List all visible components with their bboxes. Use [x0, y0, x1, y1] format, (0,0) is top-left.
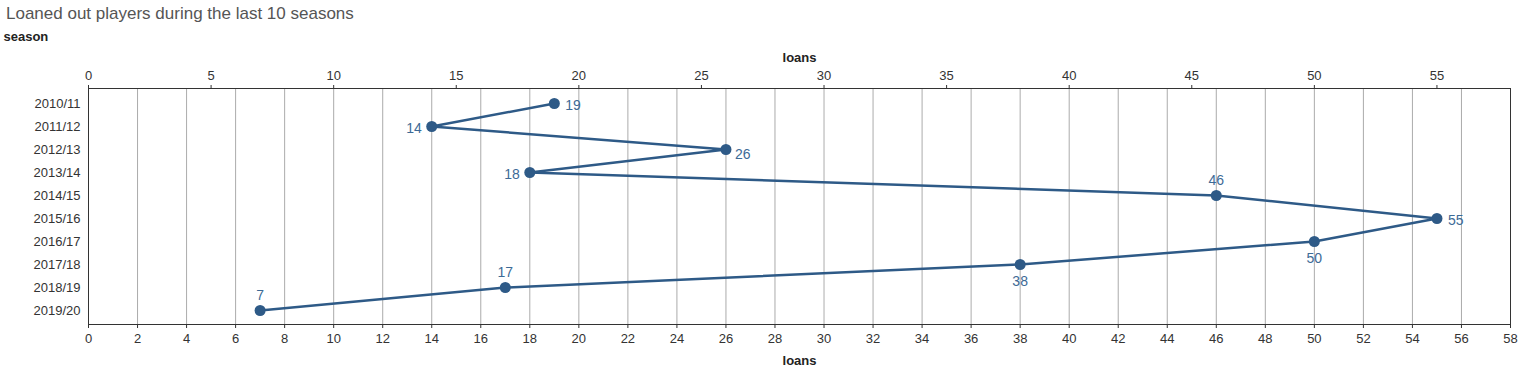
svg-text:30: 30	[817, 331, 831, 346]
svg-text:46: 46	[1209, 172, 1225, 188]
svg-text:32: 32	[866, 331, 880, 346]
svg-text:18: 18	[504, 166, 520, 182]
svg-text:48: 48	[1258, 331, 1272, 346]
svg-text:6: 6	[232, 331, 239, 346]
svg-text:36: 36	[964, 331, 978, 346]
svg-text:loans: loans	[783, 353, 817, 368]
svg-text:loans: loans	[783, 50, 817, 65]
svg-text:26: 26	[719, 331, 733, 346]
svg-text:20: 20	[572, 68, 586, 83]
svg-text:38: 38	[1012, 273, 1028, 289]
svg-text:58: 58	[1503, 331, 1517, 346]
svg-text:15: 15	[449, 68, 463, 83]
svg-text:38: 38	[1013, 331, 1027, 346]
svg-text:2016/17: 2016/17	[34, 234, 81, 249]
svg-text:4: 4	[183, 331, 190, 346]
svg-text:2019/20: 2019/20	[34, 303, 81, 318]
svg-text:2010/11: 2010/11	[34, 96, 80, 111]
svg-text:2018/19: 2018/19	[34, 280, 81, 295]
svg-text:10: 10	[326, 331, 340, 346]
svg-text:56: 56	[1454, 331, 1468, 346]
svg-text:19: 19	[565, 97, 581, 113]
svg-text:2015/16: 2015/16	[34, 211, 81, 226]
svg-text:50: 50	[1307, 250, 1323, 266]
svg-text:12: 12	[375, 331, 389, 346]
svg-text:8: 8	[281, 331, 288, 346]
svg-text:2011/12: 2011/12	[34, 119, 80, 134]
svg-text:35: 35	[939, 68, 953, 83]
svg-text:46: 46	[1209, 331, 1223, 346]
svg-text:24: 24	[670, 331, 684, 346]
svg-text:26: 26	[735, 146, 751, 162]
svg-text:55: 55	[1430, 68, 1444, 83]
svg-text:0: 0	[85, 68, 92, 83]
svg-text:season: season	[4, 29, 49, 44]
svg-text:5: 5	[207, 68, 214, 83]
svg-text:2012/13: 2012/13	[34, 142, 81, 157]
svg-text:18: 18	[523, 331, 537, 346]
svg-text:10: 10	[326, 68, 340, 83]
svg-text:2013/14: 2013/14	[34, 165, 81, 180]
svg-text:40: 40	[1062, 331, 1076, 346]
svg-text:2: 2	[134, 331, 141, 346]
svg-text:54: 54	[1405, 331, 1419, 346]
svg-text:44: 44	[1160, 331, 1174, 346]
svg-text:14: 14	[406, 120, 422, 136]
svg-text:40: 40	[1062, 68, 1076, 83]
svg-text:50: 50	[1307, 331, 1321, 346]
svg-text:50: 50	[1307, 68, 1321, 83]
svg-text:55: 55	[1448, 212, 1464, 228]
svg-text:34: 34	[915, 331, 929, 346]
svg-text:42: 42	[1111, 331, 1125, 346]
svg-text:20: 20	[572, 331, 586, 346]
svg-text:14: 14	[425, 331, 439, 346]
html-text:Loaned out players during the: Loaned out players during the last 10 se…	[6, 4, 354, 23]
svg-text:52: 52	[1356, 331, 1370, 346]
svg-text:45: 45	[1185, 68, 1199, 83]
svg-text:2017/18: 2017/18	[34, 257, 81, 272]
svg-text:2014/15: 2014/15	[34, 188, 81, 203]
svg-text:22: 22	[621, 331, 635, 346]
svg-text:28: 28	[768, 331, 782, 346]
svg-text:7: 7	[256, 287, 264, 303]
svg-text:25: 25	[694, 68, 708, 83]
svg-text:0: 0	[85, 331, 92, 346]
svg-text:16: 16	[474, 331, 488, 346]
svg-text:30: 30	[817, 68, 831, 83]
svg-text:17: 17	[498, 264, 514, 280]
